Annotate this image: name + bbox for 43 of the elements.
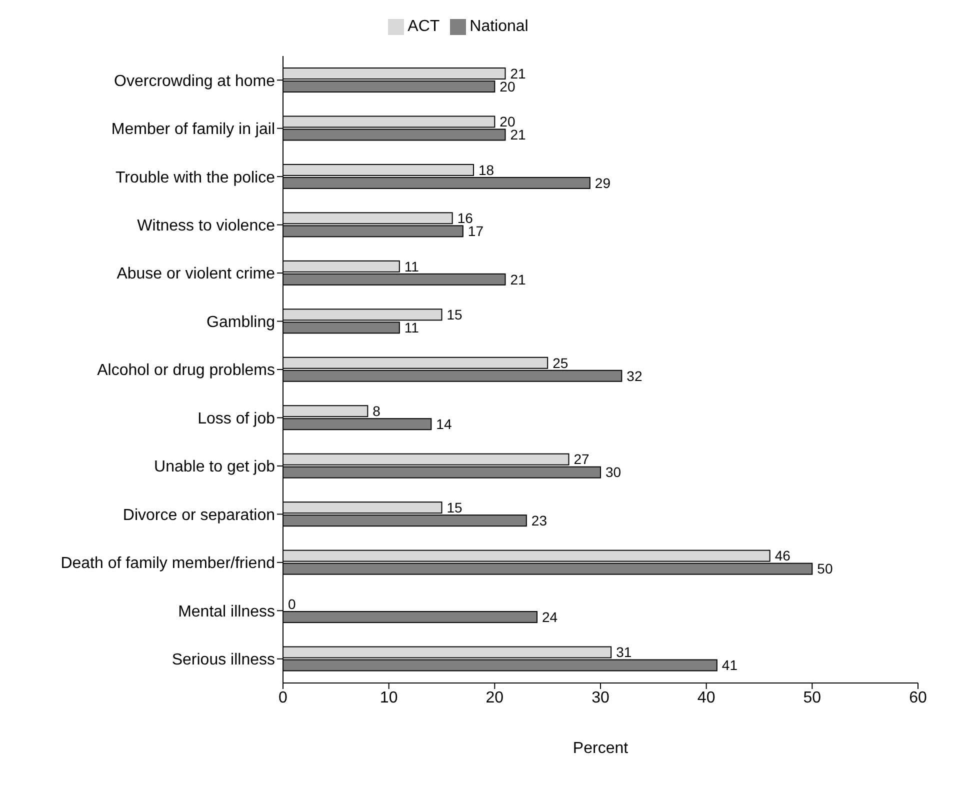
data-label: 41 bbox=[722, 657, 738, 674]
y-tick-label: Death of family member/friend bbox=[60, 555, 275, 572]
y-tick-label: Gambling bbox=[206, 314, 275, 331]
x-tick-label: 10 bbox=[380, 689, 398, 706]
y-tick-label: Unable to get job bbox=[154, 458, 276, 476]
data-label: 8 bbox=[372, 403, 381, 420]
data-label: 11 bbox=[404, 320, 420, 336]
y-tick-label: Overcrowding at home bbox=[114, 72, 276, 90]
data-label: 0 bbox=[288, 596, 296, 612]
data-label: 15 bbox=[446, 499, 463, 516]
x-axis-title: Percent bbox=[572, 740, 629, 757]
y-tick-label: Trouble with the police bbox=[116, 169, 276, 186]
y-tick-label: Witness to violence bbox=[137, 217, 276, 234]
data-label: 29 bbox=[594, 174, 611, 191]
data-label: 50 bbox=[817, 560, 833, 577]
data-label: 11 bbox=[404, 258, 420, 274]
data-label: 15 bbox=[446, 306, 463, 323]
y-tick-label: Member of family in jail bbox=[111, 121, 275, 138]
x-tick-label: 20 bbox=[486, 689, 504, 706]
data-label: 31 bbox=[616, 644, 632, 660]
data-label: 46 bbox=[774, 548, 791, 564]
data-label: 23 bbox=[531, 512, 548, 528]
y-tick-label: Loss of job bbox=[198, 410, 276, 428]
x-tick-label: 60 bbox=[909, 689, 927, 706]
legend-label: ACT bbox=[408, 18, 440, 35]
data-label: 21 bbox=[510, 271, 526, 288]
x-tick-label: 50 bbox=[803, 689, 822, 706]
data-label: 32 bbox=[626, 368, 642, 384]
data-label: 14 bbox=[436, 416, 452, 432]
y-tick-label: Serious illness bbox=[172, 652, 275, 669]
y-tick-label: Abuse or violent crime bbox=[116, 266, 276, 283]
data-label: 30 bbox=[606, 464, 622, 480]
x-tick-label: 0 bbox=[278, 689, 288, 706]
x-tick-label: 40 bbox=[697, 689, 716, 706]
y-tick-label: Divorce or separation bbox=[122, 506, 275, 524]
legend-label: National bbox=[470, 18, 528, 35]
x-tick-label: 30 bbox=[592, 689, 610, 706]
y-tick-label: Alcohol or drug problems bbox=[97, 362, 275, 380]
data-label: 27 bbox=[574, 451, 590, 468]
data-label: 24 bbox=[542, 608, 558, 625]
y-tick-label: Mental illness bbox=[178, 603, 275, 620]
data-label: 18 bbox=[478, 162, 494, 178]
data-label: 25 bbox=[552, 354, 568, 371]
